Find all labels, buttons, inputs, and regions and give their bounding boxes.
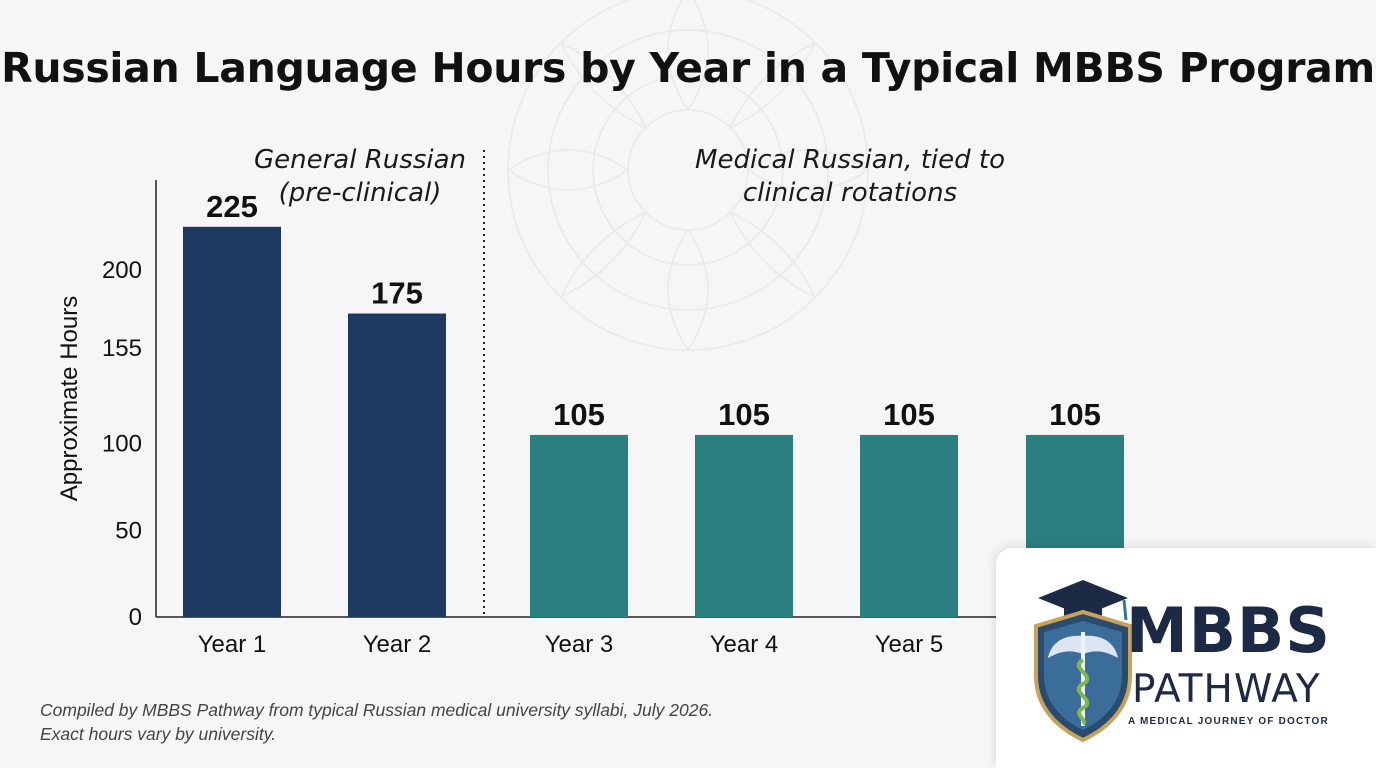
annotation-medical-line2: clinical rotations: [742, 178, 958, 208]
bar: [860, 434, 958, 617]
y-tick-label: 100: [102, 431, 142, 458]
x-tick-label: Year 5: [875, 631, 944, 658]
y-tick-label: 50: [115, 517, 142, 544]
data-label: 105: [553, 397, 605, 432]
bar: [183, 226, 281, 618]
data-label: 105: [883, 397, 935, 432]
annotation-general-line1: General Russian: [254, 145, 466, 175]
footnote-line1: Compiled by MBBS Pathway from typical Ru…: [40, 700, 714, 720]
x-tick-label: Year 4: [710, 631, 779, 658]
data-label: 105: [718, 397, 770, 432]
data-label: 225: [206, 189, 258, 224]
source-footnote: Compiled by MBBS Pathway from typical Ru…: [40, 698, 713, 746]
logo-wordmark: MBBS: [1126, 594, 1331, 667]
data-label: 175: [371, 276, 423, 311]
logo-subword: PATHWAY: [1132, 667, 1321, 712]
caduceus-shield-icon: [1034, 580, 1132, 743]
bar: [695, 434, 793, 617]
annotation-general-line2: (pre-clinical): [278, 178, 442, 208]
x-tick-label: Year 2: [363, 631, 432, 658]
chart-title: Russian Language Hours by Year in a Typi…: [1, 44, 1375, 92]
logo-tagline: A MEDICAL JOURNEY OF DOCTOR: [1128, 716, 1329, 727]
mandala-watermark: [506, 0, 870, 352]
y-tick-label: 200: [102, 257, 142, 284]
bar: [348, 313, 446, 617]
y-tick-label: 155: [102, 335, 142, 362]
annotation-general-russian: General Russian (pre-clinical): [230, 144, 490, 210]
x-tick-label: Year 1: [198, 631, 267, 658]
annotation-medical-line1: Medical Russian, tied to: [695, 145, 1005, 175]
x-tick-label: Year 3: [545, 631, 614, 658]
annotation-medical-russian: Medical Russian, tied to clinical rotati…: [650, 144, 1050, 210]
data-label: 105: [1049, 397, 1101, 432]
bar: [530, 434, 628, 617]
logo-card: MBBS PATHWAY A MEDICAL JOURNEY OF DOCTOR: [996, 548, 1376, 768]
y-tick-label: 0: [129, 604, 142, 631]
footnote-line2: Exact hours vary by university.: [40, 724, 277, 744]
y-axis-label: Approximate Hours: [56, 296, 83, 501]
